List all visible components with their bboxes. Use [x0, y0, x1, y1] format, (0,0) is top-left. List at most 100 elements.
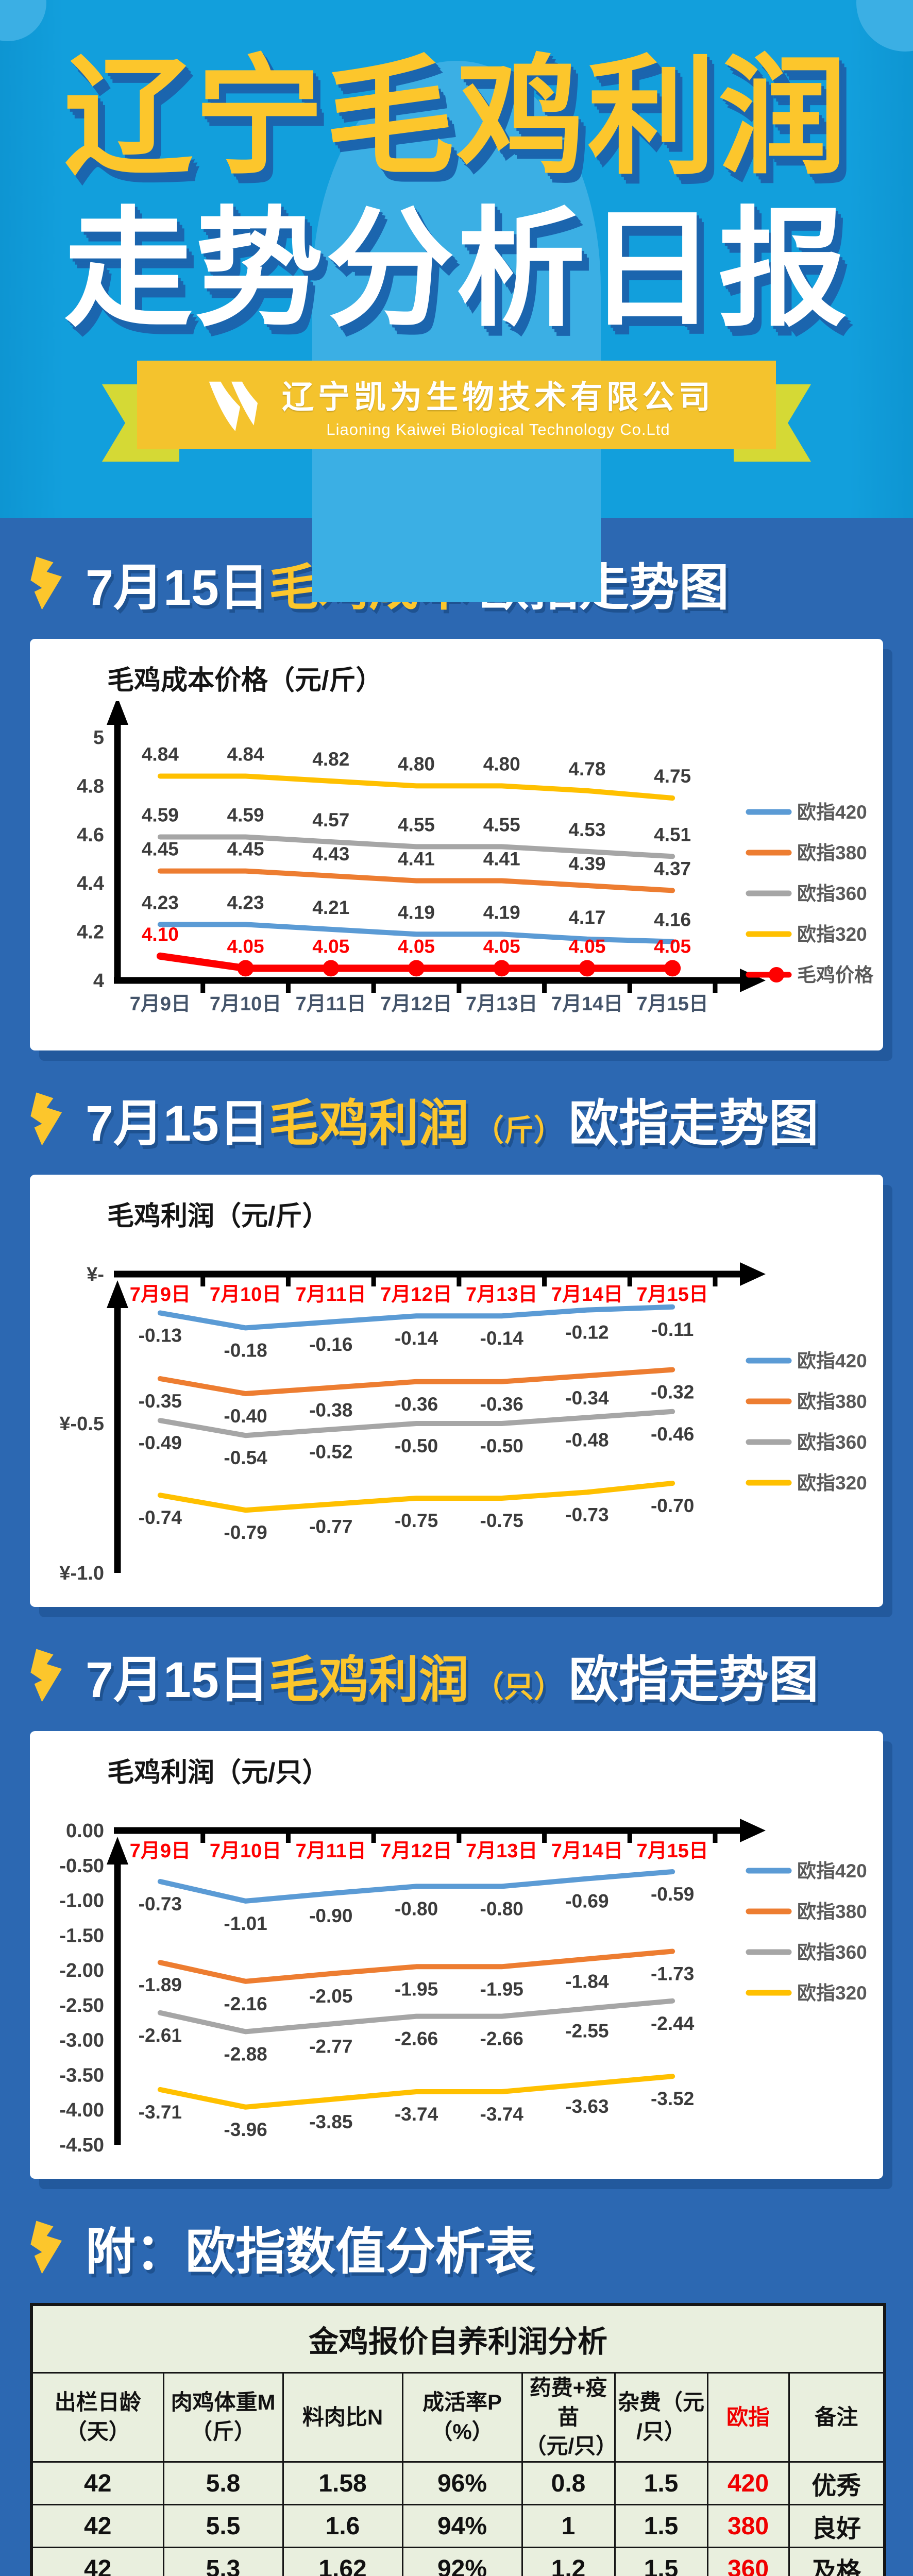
value-label: -0.46	[651, 1423, 694, 1445]
y-tick-label: 5	[93, 727, 104, 749]
series-line-0	[157, 1869, 675, 1904]
value-label: -0.14	[395, 1328, 438, 1349]
value-label: 4.80	[483, 753, 520, 774]
value-label: 4.80	[398, 753, 435, 774]
table-cell: 5.8	[162, 2461, 284, 2506]
value-label: -0.32	[651, 1382, 694, 1403]
section-highlight: 毛鸡利润	[268, 1652, 469, 1708]
x-tick-label: 7月14日	[551, 993, 623, 1015]
value-label: -0.70	[651, 1495, 694, 1516]
value-label: -0.13	[139, 1325, 182, 1346]
value-label: -3.85	[309, 2111, 352, 2132]
value-label: -0.54	[224, 1447, 267, 1468]
section-date: 7月15日	[86, 560, 269, 616]
y-tick-label: 4.2	[77, 922, 104, 943]
x-tick-label: 7月11日	[296, 1840, 366, 1862]
value-label: -0.52	[309, 1442, 352, 1463]
x-axis-arrow	[740, 1262, 766, 1286]
value-label: 4.05	[398, 936, 435, 957]
legend-label: 欧指320	[797, 1472, 867, 1494]
arrow-down-icon	[30, 556, 62, 610]
table-cell: 1	[521, 2504, 616, 2549]
series-line-0	[157, 922, 675, 944]
x-tick-label: 7月14日	[551, 1840, 623, 1862]
value-label: -0.74	[139, 1507, 182, 1528]
table-cell: 5.5	[162, 2504, 284, 2549]
value-label: -1.01	[224, 1913, 267, 1934]
x-tick-label: 7月13日	[466, 1840, 537, 1862]
table-cell: 42	[30, 2461, 164, 2506]
value-label: -0.69	[565, 1891, 608, 1912]
section-header-profit-jin: 7月15日毛鸡利润 （斤） 欧指走势图	[0, 1082, 913, 1155]
table-cell: 及格	[788, 2547, 886, 2576]
section-title: 附：欧指数值分析表	[86, 2224, 535, 2280]
section-date: 7月15日	[86, 1095, 269, 1151]
y-tick-label: 4.4	[77, 873, 104, 894]
x-tick-label: 7月10日	[210, 1840, 281, 1862]
value-label: 4.75	[654, 766, 691, 787]
cost-chart-card: 毛鸡成本价格（元/斤） 5 4.8 4.6 4.4 4.2 4 7月9日 7月10日 7月11日…	[30, 639, 883, 1050]
value-label: 4.78	[568, 758, 605, 779]
analysis-table-card: 金鸡报价自养利润分析 出栏日龄 （天） 肉鸡体重M （斤） 料肉比N 成活率P （%）药…	[30, 2303, 887, 2576]
value-label: -0.14	[480, 1328, 524, 1349]
table-cell: 1.5	[614, 2461, 708, 2506]
x-tick-label: 7月13日	[466, 993, 537, 1015]
value-label: -3.71	[139, 2102, 182, 2123]
y-tick-label: -4.00	[59, 2099, 104, 2121]
table-cell: 380	[706, 2504, 790, 2549]
value-label: 4.45	[142, 839, 179, 860]
value-label: -0.80	[480, 1898, 523, 1919]
legend-label: 欧指380	[797, 1901, 867, 1922]
value-label: -0.50	[395, 1435, 438, 1456]
table-title: 金鸡报价自养利润分析	[30, 2303, 886, 2374]
x-tick-label: 7月12日	[380, 1284, 452, 1306]
table-header-cell: 肉鸡体重M （斤）	[162, 2371, 284, 2463]
value-label: 4.41	[398, 849, 435, 870]
cost-line-chart: 5 4.8 4.6 4.4 4.2 4 7月9日 7月10日 7月11日 7月12日 7月13日 7月…	[77, 701, 874, 1015]
value-label: -0.75	[480, 1510, 523, 1531]
value-label: 4.82	[312, 749, 349, 770]
profit-per-bird-line-chart: 0.00 -0.50 -1.00 -1.50 -2.00 -2.50 -3.00 -3.50 -…	[59, 1819, 867, 2156]
legend-label: 欧指320	[797, 1982, 867, 2004]
table-cell: 360	[706, 2547, 790, 2576]
value-label: -0.75	[395, 1510, 438, 1531]
legend-label: 欧指380	[797, 842, 867, 863]
y-tick-label: -1.50	[59, 1925, 104, 1946]
value-label: -2.66	[480, 2028, 523, 2049]
table-cell: 1.2	[521, 2547, 616, 2576]
value-label: 4.21	[312, 897, 349, 918]
section-header-profit-bird: 7月15日毛鸡利润 （只） 欧指走势图	[0, 1639, 913, 1711]
table-cell: 1.62	[282, 2547, 403, 2576]
value-label: -0.16	[309, 1334, 352, 1355]
table-cell: 1.5	[614, 2547, 708, 2576]
value-label: 4.05	[568, 936, 605, 957]
value-label: -0.73	[565, 1504, 608, 1525]
value-label: -0.49	[139, 1432, 182, 1453]
y-tick-label: ¥-1.0	[59, 1563, 104, 1584]
company-name-cn: 辽宁凯为生物技术有限公司	[281, 380, 715, 415]
value-label: -2.44	[651, 2013, 695, 2034]
table-cell: 1.6	[282, 2504, 403, 2549]
x-tick-label: 7月11日	[296, 1284, 366, 1306]
table-cell: 1.58	[282, 2461, 403, 2506]
value-label: -0.59	[651, 1884, 694, 1905]
value-label: -0.36	[395, 1394, 438, 1415]
value-label: -3.74	[480, 2104, 524, 2125]
profit-analysis-table: 金鸡报价自养利润分析 出栏日龄 （天） 肉鸡体重M （斤） 料肉比N 成活率P （%）药…	[30, 2303, 887, 2576]
table-header-cell: 备注	[788, 2371, 886, 2463]
table-cell: 1.5	[614, 2504, 708, 2549]
arrow-down-icon	[30, 1092, 62, 1146]
value-label: -0.77	[309, 1516, 352, 1537]
value-label: -2.55	[565, 2021, 608, 2042]
arrow-down-icon	[30, 1648, 62, 1702]
x-tick-label: 7月11日	[296, 993, 366, 1015]
data-point-marker	[579, 960, 596, 977]
x-tick-label: 7月9日	[130, 1284, 191, 1306]
value-label: 4.59	[227, 805, 264, 826]
legend-label: 欧指360	[797, 1942, 867, 1963]
value-label: -0.12	[565, 1322, 608, 1343]
table-header-cell: 欧指	[706, 2371, 790, 2463]
series-line-2	[157, 1409, 675, 1438]
legend-label: 欧指360	[797, 883, 867, 904]
value-label: -2.88	[224, 2043, 267, 2064]
